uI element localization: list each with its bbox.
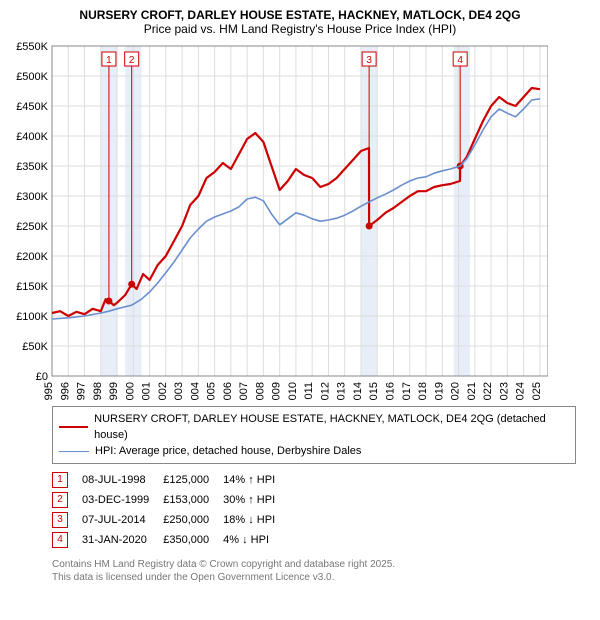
line-chart: £0 £50K £100K £150K £200K £250K £300K £350K £400…: [8, 40, 548, 400]
legend-row: NURSERY CROFT, DARLEY HOUSE ESTATE, HACK…: [59, 411, 569, 443]
svg-text:2007: 2007: [238, 382, 250, 400]
svg-text:£350K: £350K: [16, 161, 48, 173]
svg-text:2013: 2013: [336, 382, 348, 400]
footnote-line2: This data is licensed under the Open Gov…: [52, 571, 592, 584]
legend-label: NURSERY CROFT, DARLEY HOUSE ESTATE, HACK…: [94, 411, 569, 443]
svg-text:2022: 2022: [482, 382, 494, 400]
svg-text:2008: 2008: [254, 382, 266, 400]
svg-text:2000: 2000: [124, 382, 136, 400]
legend-label: HPI: Average price, detached house, Derb…: [95, 443, 361, 459]
svg-text:1995: 1995: [43, 382, 55, 400]
marker-row: 4 31-JAN-2020£350,0004% ↓ HPI: [52, 530, 289, 550]
svg-text:2015: 2015: [368, 382, 380, 400]
svg-text:£100K: £100K: [16, 311, 48, 323]
marker-table: 1 08-JUL-1998£125,00014% ↑ HPI 2 03-DEC-199…: [52, 470, 289, 550]
marker-badge: 4: [52, 532, 68, 548]
svg-text:2006: 2006: [222, 382, 234, 400]
svg-text:2021: 2021: [466, 382, 478, 400]
svg-text:2016: 2016: [385, 382, 397, 400]
svg-text:£150K: £150K: [16, 281, 48, 293]
svg-text:£400K: £400K: [16, 131, 48, 143]
svg-text:2003: 2003: [173, 382, 185, 400]
marker-price: £250,000: [163, 510, 223, 530]
svg-text:£450K: £450K: [16, 101, 48, 113]
svg-text:4: 4: [457, 55, 463, 66]
marker-badge: 1: [52, 472, 68, 488]
svg-text:2018: 2018: [417, 382, 429, 400]
svg-text:2004: 2004: [189, 382, 201, 400]
marker-badge: 3: [52, 512, 68, 528]
svg-text:2010: 2010: [287, 382, 299, 400]
marker-delta: 14% ↑ HPI: [223, 470, 289, 490]
svg-text:2001: 2001: [141, 382, 153, 400]
marker-date: 31-JAN-2020: [82, 530, 163, 550]
svg-text:2023: 2023: [498, 382, 510, 400]
svg-text:3: 3: [366, 55, 372, 66]
marker-delta: 30% ↑ HPI: [223, 490, 289, 510]
svg-text:£50K: £50K: [22, 341, 48, 353]
marker-price: £350,000: [163, 530, 223, 550]
svg-text:2020: 2020: [450, 382, 462, 400]
svg-text:£300K: £300K: [16, 191, 48, 203]
marker-row: 2 03-DEC-1999£153,00030% ↑ HPI: [52, 490, 289, 510]
svg-text:£550K: £550K: [16, 41, 48, 53]
chart-title-block: NURSERY CROFT, DARLEY HOUSE ESTATE, HACK…: [8, 8, 592, 36]
marker-delta: 4% ↓ HPI: [223, 530, 289, 550]
title-line2: Price paid vs. HM Land Registry's House …: [8, 22, 592, 36]
marker-row: 1 08-JUL-1998£125,00014% ↑ HPI: [52, 470, 289, 490]
chart-container: £0 £50K £100K £150K £200K £250K £300K £350K £400…: [8, 40, 592, 400]
marker-date: 07-JUL-2014: [82, 510, 163, 530]
marker-delta: 18% ↓ HPI: [223, 510, 289, 530]
svg-text:1997: 1997: [76, 382, 88, 400]
marker-date: 08-JUL-1998: [82, 470, 163, 490]
svg-text:2: 2: [129, 55, 135, 66]
footnote: Contains HM Land Registry data © Crown c…: [52, 558, 592, 584]
svg-text:2017: 2017: [401, 382, 413, 400]
svg-text:1999: 1999: [108, 382, 120, 400]
svg-text:£200K: £200K: [16, 251, 48, 263]
svg-text:1996: 1996: [59, 382, 71, 400]
svg-text:£500K: £500K: [16, 71, 48, 83]
svg-text:1: 1: [106, 55, 112, 66]
svg-text:£0: £0: [36, 371, 48, 383]
marker-price: £125,000: [163, 470, 223, 490]
svg-text:2012: 2012: [319, 382, 331, 400]
svg-text:2019: 2019: [433, 382, 445, 400]
svg-text:2025: 2025: [531, 382, 543, 400]
legend-swatch: [59, 451, 89, 452]
marker-date: 03-DEC-1999: [82, 490, 163, 510]
marker-row: 3 07-JUL-2014£250,00018% ↓ HPI: [52, 510, 289, 530]
marker-price: £153,000: [163, 490, 223, 510]
legend-swatch: [59, 426, 88, 428]
svg-text:2024: 2024: [515, 382, 527, 400]
svg-text:2014: 2014: [352, 382, 364, 400]
svg-text:£250K: £250K: [16, 221, 48, 233]
footnote-line1: Contains HM Land Registry data © Crown c…: [52, 558, 592, 571]
marker-badge: 2: [52, 492, 68, 508]
legend-row: HPI: Average price, detached house, Derb…: [59, 443, 569, 459]
title-line1: NURSERY CROFT, DARLEY HOUSE ESTATE, HACK…: [8, 8, 592, 22]
svg-text:2005: 2005: [206, 382, 218, 400]
svg-text:2002: 2002: [157, 382, 169, 400]
legend: NURSERY CROFT, DARLEY HOUSE ESTATE, HACK…: [52, 406, 576, 464]
svg-text:2011: 2011: [303, 382, 315, 400]
svg-text:2009: 2009: [271, 382, 283, 400]
svg-text:1998: 1998: [92, 382, 104, 400]
